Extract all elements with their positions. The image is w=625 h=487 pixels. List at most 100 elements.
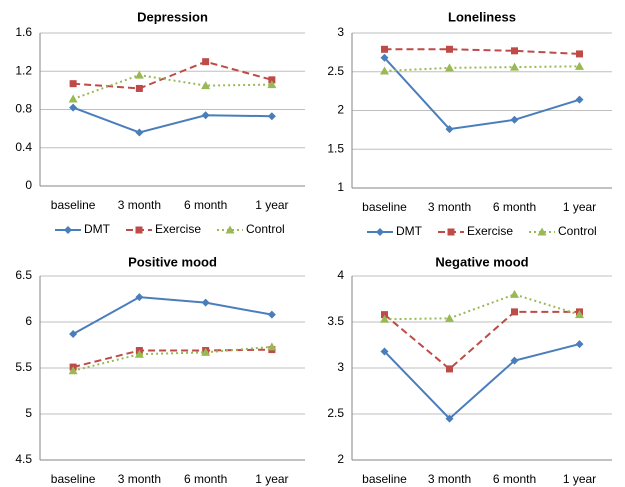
marker	[201, 298, 210, 307]
marker	[68, 94, 78, 103]
y-tick-label: 1	[337, 180, 344, 194]
chart-title: Depression	[137, 9, 208, 24]
marker	[268, 76, 276, 84]
marker	[201, 347, 211, 356]
marker	[267, 310, 276, 319]
series-line	[383, 310, 580, 371]
series-line	[384, 293, 580, 321]
y-tick-label: 0.8	[15, 102, 32, 116]
marker	[511, 47, 518, 55]
legend-label: Control	[246, 222, 285, 236]
marker	[576, 50, 583, 58]
series-line	[72, 106, 272, 134]
y-tick-label: 6.5	[15, 268, 32, 282]
x-tick-label: baseline	[362, 472, 407, 486]
marker	[134, 70, 144, 79]
x-tick-label: 1 year	[255, 198, 288, 212]
marker	[575, 340, 584, 349]
marker	[135, 293, 144, 302]
chart-title: Positive mood	[128, 254, 217, 269]
marker	[510, 62, 519, 71]
y-tick-label: 2.5	[327, 64, 344, 78]
marker	[446, 365, 453, 373]
marker	[68, 366, 78, 375]
marker	[575, 61, 584, 70]
y-tick-label: 3	[337, 360, 344, 374]
y-tick-label: 5	[25, 406, 32, 420]
series-line	[384, 65, 580, 72]
marker	[510, 289, 519, 298]
marker	[511, 308, 518, 316]
chart-title: Negative mood	[435, 254, 528, 269]
marker	[445, 414, 454, 423]
marker	[69, 80, 77, 88]
y-tick-label: 2	[337, 103, 344, 117]
marker	[510, 356, 519, 365]
legend-label: Exercise	[155, 222, 201, 236]
marker	[510, 115, 519, 124]
marker	[381, 45, 388, 53]
x-tick-label: 1 year	[255, 472, 288, 486]
y-tick-label: 4	[337, 268, 344, 282]
x-tick-label: 6 month	[184, 472, 227, 486]
marker	[380, 53, 389, 62]
legend-label: DMT	[84, 222, 111, 236]
marker	[267, 112, 276, 121]
marker	[575, 310, 584, 319]
marker	[376, 228, 384, 236]
marker	[135, 84, 143, 92]
series-line	[72, 296, 273, 335]
series-line	[72, 74, 272, 100]
series-line	[72, 348, 272, 369]
legend-label: Control	[558, 224, 597, 238]
marker	[447, 228, 455, 236]
marker	[380, 66, 389, 75]
series-line	[383, 57, 580, 131]
x-tick-label: 6 month	[493, 200, 536, 214]
x-tick-label: 3 month	[118, 472, 161, 486]
x-tick-label: 6 month	[493, 472, 536, 486]
marker	[135, 128, 144, 137]
x-tick-label: 6 month	[184, 198, 227, 212]
marker	[201, 81, 211, 90]
marker	[69, 329, 78, 338]
y-tick-label: 2.5	[327, 406, 344, 420]
marker	[381, 311, 388, 319]
series-line	[384, 48, 580, 55]
legend-label: DMT	[396, 224, 423, 238]
x-tick-label: 3 month	[428, 472, 471, 486]
marker	[134, 349, 144, 358]
x-tick-label: 3 month	[428, 200, 471, 214]
marker	[267, 342, 277, 351]
marker	[445, 313, 454, 322]
y-tick-label: 1.5	[327, 141, 344, 155]
marker	[267, 80, 277, 89]
series-line	[72, 345, 272, 372]
y-tick-label: 0	[25, 178, 32, 192]
marker	[135, 226, 143, 234]
marker	[537, 227, 547, 236]
marker	[69, 103, 78, 112]
series-line	[383, 343, 580, 420]
x-tick-label: baseline	[362, 200, 407, 214]
x-tick-label: baseline	[51, 198, 96, 212]
y-tick-label: 2	[337, 452, 344, 466]
y-tick-label: 6	[25, 314, 32, 328]
marker	[575, 95, 584, 104]
x-tick-label: 1 year	[563, 472, 596, 486]
y-tick-label: 1.2	[15, 63, 32, 77]
marker	[380, 347, 389, 356]
marker	[380, 314, 389, 323]
y-tick-label: 1.6	[15, 25, 32, 39]
marker	[202, 58, 210, 66]
chart-title: Loneliness	[448, 9, 516, 24]
x-tick-label: 3 month	[118, 198, 161, 212]
legend-label: Exercise	[467, 224, 513, 238]
marker	[225, 225, 235, 234]
marker	[445, 125, 454, 134]
series-line	[73, 60, 273, 90]
y-tick-label: 5.5	[15, 360, 32, 374]
y-tick-label: 0.4	[15, 140, 32, 154]
x-tick-label: 1 year	[563, 200, 596, 214]
